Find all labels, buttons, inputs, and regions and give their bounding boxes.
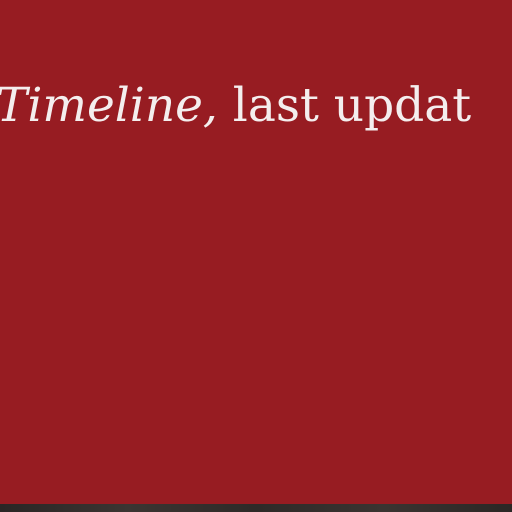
page-title-rest: last updat [217, 78, 472, 133]
bottom-image-strip [0, 504, 512, 512]
page-title-italic: Timeline, [0, 78, 218, 133]
page-title: Timeline, last updat [0, 82, 471, 129]
